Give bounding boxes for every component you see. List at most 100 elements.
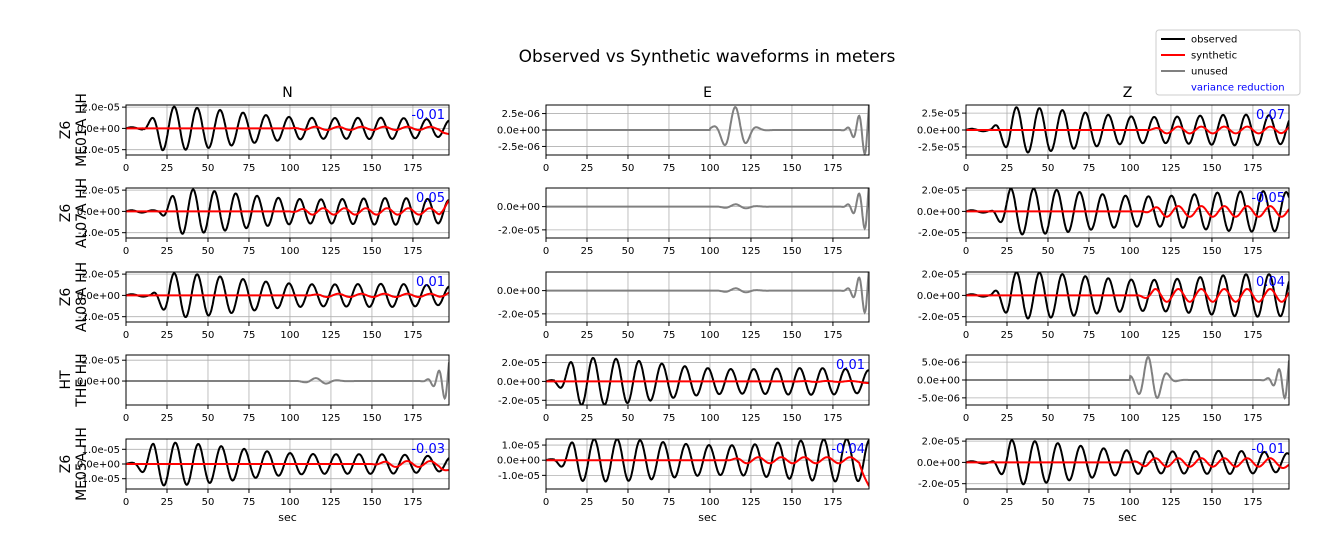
x-tick-label: 150 <box>1202 330 1221 341</box>
variance-reduction-label: 0.05 <box>416 191 445 206</box>
variance-reduction-label: -0.03 <box>411 442 445 457</box>
x-tick-label: 50 <box>622 163 635 174</box>
x-tick-label: 50 <box>1042 497 1055 508</box>
x-tick-label: 25 <box>581 413 594 424</box>
panel-r1-c0: 0 25 50 75 100 125 150 175 2.0e-05 0.0e+00 -2.0e-0… <box>77 186 450 257</box>
x-tick-label: 75 <box>663 413 676 424</box>
x-tick-label: 125 <box>321 413 340 424</box>
x-tick-label: 175 <box>1243 163 1262 174</box>
synthetic-trace <box>126 460 449 472</box>
legend: observed synthetic unused variance reductio… <box>1155 29 1301 96</box>
x-tick-label: 100 <box>700 246 719 257</box>
panel-r3-c1: 0 25 50 75 100 125 150 175 2.0e-05 0.0e+00 -2.0e-0… <box>497 354 870 424</box>
x-tick-label: 0 <box>123 330 129 341</box>
variance-reduction-label: -0.01 <box>411 108 445 123</box>
x-tick-label: 175 <box>1243 413 1262 424</box>
y-tick-label: 2.0e-05 <box>922 437 960 448</box>
x-tick-label: 0 <box>123 413 129 424</box>
row-label-2: Z6AL08A HH <box>58 262 90 332</box>
x-tick-label: 150 <box>362 163 381 174</box>
x-axis-label: sec <box>278 511 297 524</box>
x-tick-label: 25 <box>1001 163 1014 174</box>
x-tick-label: 175 <box>403 413 422 424</box>
y-tick-label: 0.0e+00 <box>77 291 120 302</box>
panel-frame <box>125 104 450 156</box>
y-tick-label: 0.0e+00 <box>917 207 960 218</box>
x-tick-label: 175 <box>1243 497 1262 508</box>
column-title-e: E <box>703 85 712 101</box>
x-tick-label: 25 <box>161 163 174 174</box>
x-tick-label: 75 <box>663 163 676 174</box>
x-tick-label: 100 <box>280 330 299 341</box>
y-tick-label: 0.0e+00 <box>497 126 540 137</box>
synthetic-trace <box>546 456 869 487</box>
x-tick-label: 125 <box>1161 413 1180 424</box>
x-tick-label: 0 <box>963 330 969 341</box>
x-tick-label: 150 <box>1202 497 1221 508</box>
x-tick-label: 175 <box>1243 246 1262 257</box>
y-tick-label: -2.0e-05 <box>498 396 540 407</box>
y-tick-label: 0.0e+00 <box>917 291 960 302</box>
x-tick-label: 25 <box>1001 330 1014 341</box>
x-tick-label: 50 <box>622 330 635 341</box>
x-tick-label: 25 <box>1001 246 1014 257</box>
synthetic-trace <box>966 287 1289 303</box>
x-tick-label: 100 <box>700 497 719 508</box>
panel-frame <box>545 354 870 406</box>
x-tick-label: 50 <box>1042 163 1055 174</box>
x-tick-label: 175 <box>823 163 842 174</box>
x-tick-label: 100 <box>1120 413 1139 424</box>
x-tick-label: 100 <box>700 163 719 174</box>
x-tick-label: 25 <box>161 413 174 424</box>
row-label-3: HTTHE HH <box>58 353 90 407</box>
variance-reduction-label: 0.07 <box>1256 108 1285 123</box>
x-tick-label: 175 <box>823 413 842 424</box>
y-tick-label: 0.0e+00 <box>497 286 540 297</box>
y-tick-label: -2.5e-06 <box>498 142 540 153</box>
x-tick-label: 175 <box>403 497 422 508</box>
observed-trace <box>546 356 869 405</box>
y-tick-label: 0.0e+00 <box>77 377 120 388</box>
y-tick-label: -2.0e-05 <box>78 228 120 239</box>
legend-label: observed <box>1191 35 1237 46</box>
x-tick-label: 0 <box>963 497 969 508</box>
y-tick-label: 0.0e+00 <box>77 207 120 218</box>
x-tick-label: 100 <box>280 413 299 424</box>
y-tick-label: -2.0e-05 <box>78 145 120 156</box>
row-label-4: Z6ME05A HH <box>58 427 90 501</box>
x-tick-label: 175 <box>403 246 422 257</box>
x-tick-label: 50 <box>202 413 215 424</box>
synthetic-trace <box>966 457 1289 469</box>
x-tick-label: 25 <box>581 163 594 174</box>
variance-reduction-label: 0.01 <box>416 275 445 290</box>
y-tick-label: 0.0e+00 <box>77 124 120 135</box>
synthetic-trace <box>126 199 449 216</box>
x-axis-label: sec <box>1118 511 1137 524</box>
y-tick-label: 1.0e-05 <box>502 441 540 452</box>
x-tick-label: 75 <box>243 413 256 424</box>
x-tick-label: 75 <box>1083 163 1096 174</box>
panel-r0-c1: 0 25 50 75 100 125 150 175 2.5e-06 0.0e+00 -2.5e-0… <box>497 104 870 174</box>
legend-label: variance reduction <box>1191 83 1285 94</box>
x-tick-label: 0 <box>543 413 549 424</box>
x-tick-label: 175 <box>823 330 842 341</box>
y-tick-label: 2.0e-05 <box>922 270 960 281</box>
variance-reduction-label: -0.04 <box>831 442 865 457</box>
x-tick-label: 50 <box>1042 330 1055 341</box>
panel-frame <box>545 271 870 323</box>
panel-r2-c1: 0 25 50 75 100 125 150 175 0.0e+00 -2.0e-05 <box>497 271 870 341</box>
x-tick-label: 75 <box>663 330 676 341</box>
x-tick-label: 75 <box>243 497 256 508</box>
panel-frame <box>965 271 1290 323</box>
y-tick-label: -2.0e-05 <box>498 309 540 320</box>
panel-r0-c2: 0 25 50 75 100 125 150 175 2.5e-05 0.0e+00 -2.5e-0… <box>917 104 1290 174</box>
x-tick-label: 75 <box>1083 413 1096 424</box>
x-tick-label: 0 <box>543 246 549 257</box>
panel-frame <box>125 187 450 239</box>
x-tick-label: 100 <box>280 246 299 257</box>
x-tick-label: 175 <box>1243 330 1262 341</box>
y-tick-label: 0.0e+00 <box>497 202 540 213</box>
y-tick-label: 2.0e-05 <box>502 358 540 369</box>
x-tick-label: 0 <box>123 163 129 174</box>
